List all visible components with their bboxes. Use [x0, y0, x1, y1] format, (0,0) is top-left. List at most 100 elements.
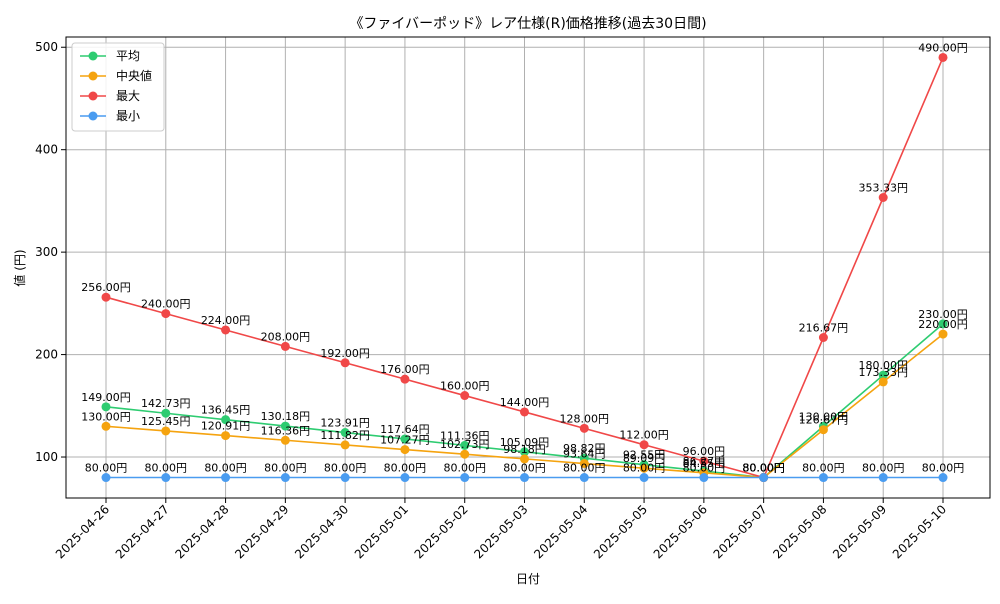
data-point [340, 428, 350, 438]
data-label: 89.09円 [623, 452, 666, 465]
data-label: 490.00円 [918, 41, 968, 54]
data-point [639, 473, 649, 483]
data-point [460, 391, 470, 401]
y-tick-label: 100 [35, 450, 58, 464]
y-tick-label: 400 [35, 143, 58, 157]
data-label: 80.00円 [683, 462, 726, 475]
y-tick-label: 300 [35, 245, 58, 259]
x-tick-label: 2025-05-04 [531, 502, 590, 561]
data-label: 220.00円 [918, 318, 968, 331]
legend-swatch-marker [88, 111, 98, 121]
data-point [579, 473, 589, 483]
data-label: 125.45円 [141, 415, 191, 428]
data-label: 80.00円 [862, 462, 905, 475]
data-label: 136.45円 [201, 404, 251, 417]
data-label: 80.00円 [742, 462, 785, 475]
data-label: 130.00円 [799, 410, 849, 423]
legend-swatch-marker [88, 51, 98, 61]
data-label: 96.00円 [683, 445, 726, 458]
data-point [818, 473, 828, 483]
grid [66, 37, 990, 498]
data-point [340, 473, 350, 483]
data-point [639, 440, 649, 450]
data-point [101, 402, 111, 412]
data-point [460, 440, 470, 450]
data-point [101, 292, 111, 302]
x-tick-label: 2025-05-08 [770, 502, 829, 561]
data-point [400, 445, 410, 455]
x-tick-label: 2025-05-09 [830, 502, 889, 561]
data-point [280, 341, 290, 351]
data-label: 353.33円 [858, 181, 908, 194]
data-point [460, 449, 470, 459]
data-point [699, 456, 709, 466]
legend-box [71, 42, 165, 132]
data-label: 80.00円 [742, 462, 785, 475]
data-label: 142.73円 [141, 397, 191, 410]
data-label: 116.36円 [261, 424, 311, 437]
data-point [400, 374, 410, 384]
data-label: 80.00円 [742, 462, 785, 475]
data-label: 98.82円 [563, 442, 606, 455]
data-point [938, 473, 948, 483]
data-label: 93.64円 [563, 448, 606, 461]
x-tick-label: 2025-04-30 [292, 502, 351, 561]
data-label: 80.00円 [922, 462, 965, 475]
data-point [340, 440, 350, 450]
data-label: 107.27円 [380, 434, 430, 447]
data-point [221, 431, 231, 441]
data-label: 126.67円 [799, 414, 849, 427]
x-tick-label: 2025-04-29 [232, 502, 291, 561]
data-point [878, 377, 888, 387]
x-tick-label: 2025-05-10 [890, 502, 949, 561]
x-tick-label: 2025-04-27 [113, 502, 172, 561]
data-label: 80.00円 [563, 462, 606, 475]
data-labels: 149.00円 142.73円 136.45円 130.18円 123.91円 117.6… [81, 41, 968, 474]
data-point [520, 454, 529, 464]
x-tick-label: 2025-05-06 [651, 502, 710, 561]
data-label: 112.00円 [619, 429, 669, 442]
data-label: 208.00円 [261, 330, 311, 343]
data-label: 80.00円 [204, 462, 247, 475]
data-point [520, 473, 529, 483]
x-tick-label: 2025-04-28 [172, 502, 231, 561]
data-point [878, 192, 888, 202]
data-label: 216.67円 [799, 322, 849, 335]
data-point [520, 407, 529, 417]
data-label: 80.00円 [145, 462, 188, 475]
series-group [101, 52, 948, 483]
data-label: 80.00円 [443, 462, 486, 475]
legend-label: 最小 [116, 109, 140, 123]
data-label: 86.27円 [683, 455, 726, 468]
data-point [161, 309, 171, 319]
data-label: 92.55円 [623, 449, 666, 462]
x-axis-title: 日付 [516, 572, 540, 586]
data-point [161, 408, 171, 418]
data-point [340, 358, 350, 368]
data-label: 176.00円 [380, 363, 430, 376]
data-label: 192.00円 [320, 347, 370, 360]
data-label: 120.91円 [201, 420, 251, 433]
data-label: 102.73円 [440, 438, 490, 451]
data-label: 128.00円 [560, 412, 610, 425]
data-point [161, 473, 171, 483]
data-point [221, 325, 231, 335]
data-point [759, 473, 769, 483]
data-label: 80.00円 [85, 462, 128, 475]
data-point [579, 459, 589, 469]
x-tick-label: 2025-05-02 [412, 502, 471, 561]
data-point [938, 52, 948, 62]
x-tick-label: 2025-05-01 [352, 502, 411, 561]
data-point [699, 473, 709, 483]
y-tick-label: 200 [35, 348, 58, 362]
data-point [818, 425, 828, 435]
data-label: 180.00円 [858, 359, 908, 372]
data-label: 111.36円 [440, 429, 490, 442]
data-label: 80.00円 [802, 462, 845, 475]
data-label: 80.00円 [742, 462, 785, 475]
data-point [878, 370, 888, 380]
legend-label: 最大 [116, 89, 140, 103]
data-label: 130.00円 [81, 410, 131, 423]
